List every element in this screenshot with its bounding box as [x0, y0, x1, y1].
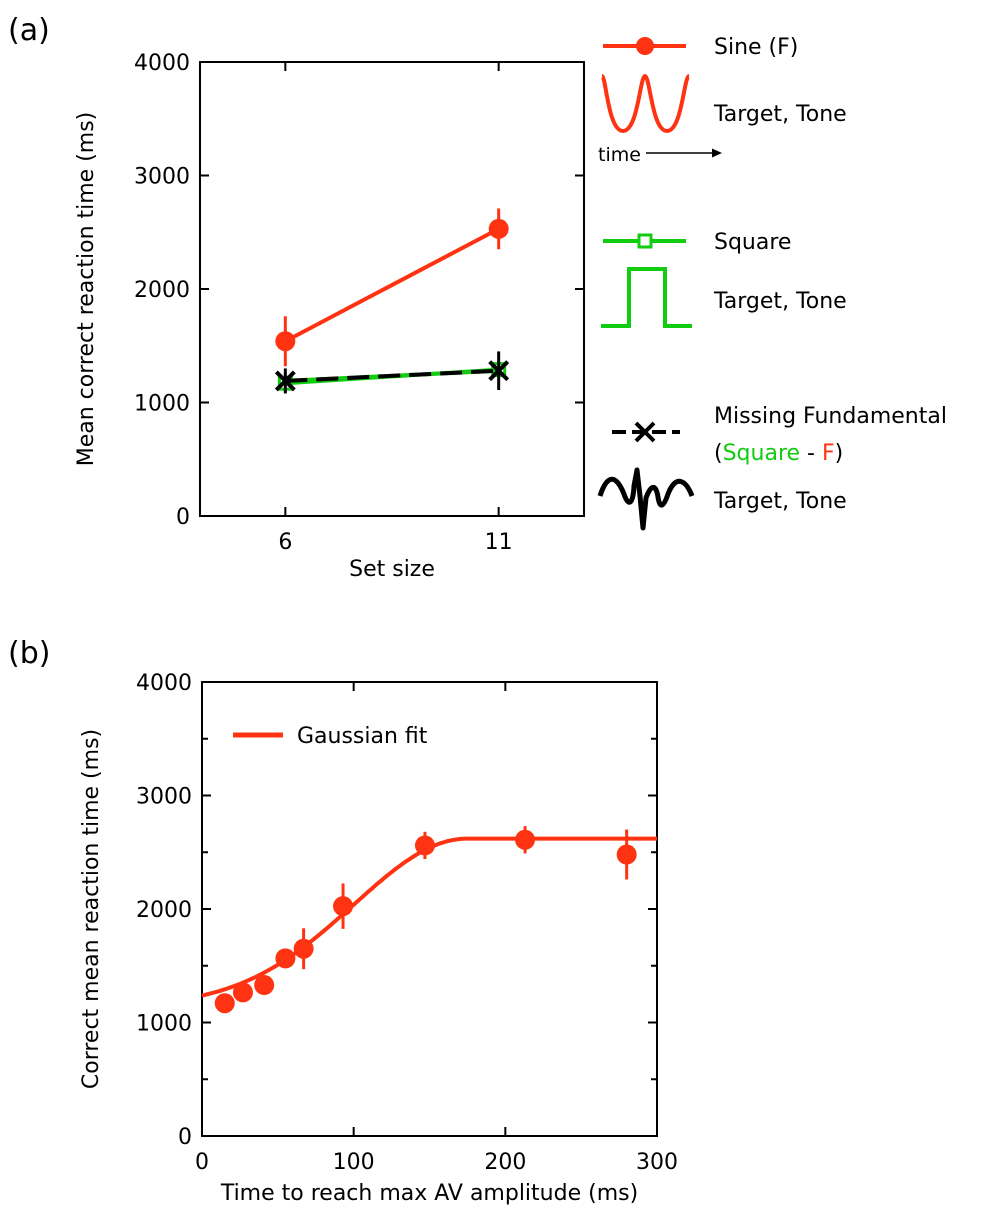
legend-square-name: Square [714, 230, 791, 255]
x-tick-label: 0 [195, 1150, 209, 1175]
data-point [214, 993, 235, 1014]
sine-waveform-icon [600, 73, 691, 134]
panel-a-ticks: 0 1000 2000 3000 4000 6 11 [134, 51, 584, 555]
data-point-missing-fundamental [488, 360, 510, 382]
panel-b-plot: 0 1000 2000 3000 4000 0 100 200 300 Time to reac… [79, 671, 678, 1206]
legend-square-subtitle: Target, Tone [713, 289, 847, 314]
data-point-sine [275, 331, 296, 352]
data-point-missing-fundamental [274, 370, 296, 392]
panel-b-frame [201, 681, 658, 1137]
panel-b-y-axis-label: Correct mean reaction time (ms) [79, 729, 104, 1089]
y-tick-label: 3000 [136, 785, 192, 810]
legend-mf-formula: (Square - F) [714, 441, 843, 466]
missing-fundamental-waveform-icon [597, 467, 695, 531]
panel-a-series [274, 208, 510, 394]
legend-mf-marker [634, 421, 656, 443]
panel-b-series [201, 826, 657, 1014]
panel-b-x-axis-label: Time to reach max AV amplitude (ms) [220, 1181, 638, 1206]
panel-b-ticks: 0 1000 2000 3000 4000 0 100 200 300 [136, 671, 678, 1175]
time-axis-label: time [598, 144, 641, 166]
square-waveform-icon [601, 267, 692, 328]
panel-a-legend: Sine (F) Target, Tone time Square Target… [597, 35, 947, 531]
y-tick-label: 0 [178, 1125, 192, 1150]
legend-sine-marker [636, 37, 654, 55]
panel-a-y-axis-label: Mean correct reaction time (ms) [74, 112, 99, 467]
y-tick-label: 4000 [136, 671, 192, 696]
y-tick-label: 2000 [136, 898, 192, 923]
y-tick-label: 1000 [134, 392, 190, 417]
x-tick-label: 300 [636, 1150, 678, 1175]
legend-sine-subtitle: Target, Tone [713, 102, 847, 127]
legend-sine-name: Sine (F) [714, 35, 798, 60]
data-point [616, 844, 637, 865]
y-tick-label: 0 [176, 505, 190, 530]
panel-a-x-axis-label: Set size [349, 557, 435, 582]
data-point [414, 835, 435, 856]
data-point [515, 829, 536, 850]
panel-a-label: (a) [8, 13, 50, 48]
legend-fit-name: Gaussian fit [297, 724, 428, 749]
x-tick-label: 200 [484, 1150, 526, 1175]
panel-b-legend: Gaussian fit [233, 724, 428, 749]
data-point [293, 938, 314, 959]
data-point-sine [488, 218, 509, 239]
series-line-sine-f- [284, 227, 500, 343]
gaussian-fit-curve [201, 836, 657, 998]
x-tick-label: 100 [333, 1150, 375, 1175]
panel-a-plot: 0 1000 2000 3000 4000 6 11 Set size Mean corre… [74, 51, 585, 582]
legend-square-marker [637, 233, 653, 249]
x-tick-label: 11 [485, 530, 513, 555]
y-tick-label: 4000 [134, 51, 190, 76]
data-point [275, 948, 296, 969]
legend-mf-subtitle: Target, Tone [713, 489, 847, 514]
panel-b-label: (b) [8, 636, 50, 671]
data-point [333, 896, 354, 917]
data-point [232, 982, 253, 1003]
legend-mf-name: Missing Fundamental [714, 404, 947, 429]
panel-a-frame [199, 61, 585, 517]
data-point [254, 975, 275, 996]
y-tick-label: 3000 [134, 165, 190, 190]
x-tick-label: 6 [278, 530, 292, 555]
y-tick-label: 2000 [134, 278, 190, 303]
y-tick-label: 1000 [136, 1012, 192, 1037]
time-arrow-icon [712, 148, 722, 158]
series-line-missing-fundamental [285, 368, 499, 383]
